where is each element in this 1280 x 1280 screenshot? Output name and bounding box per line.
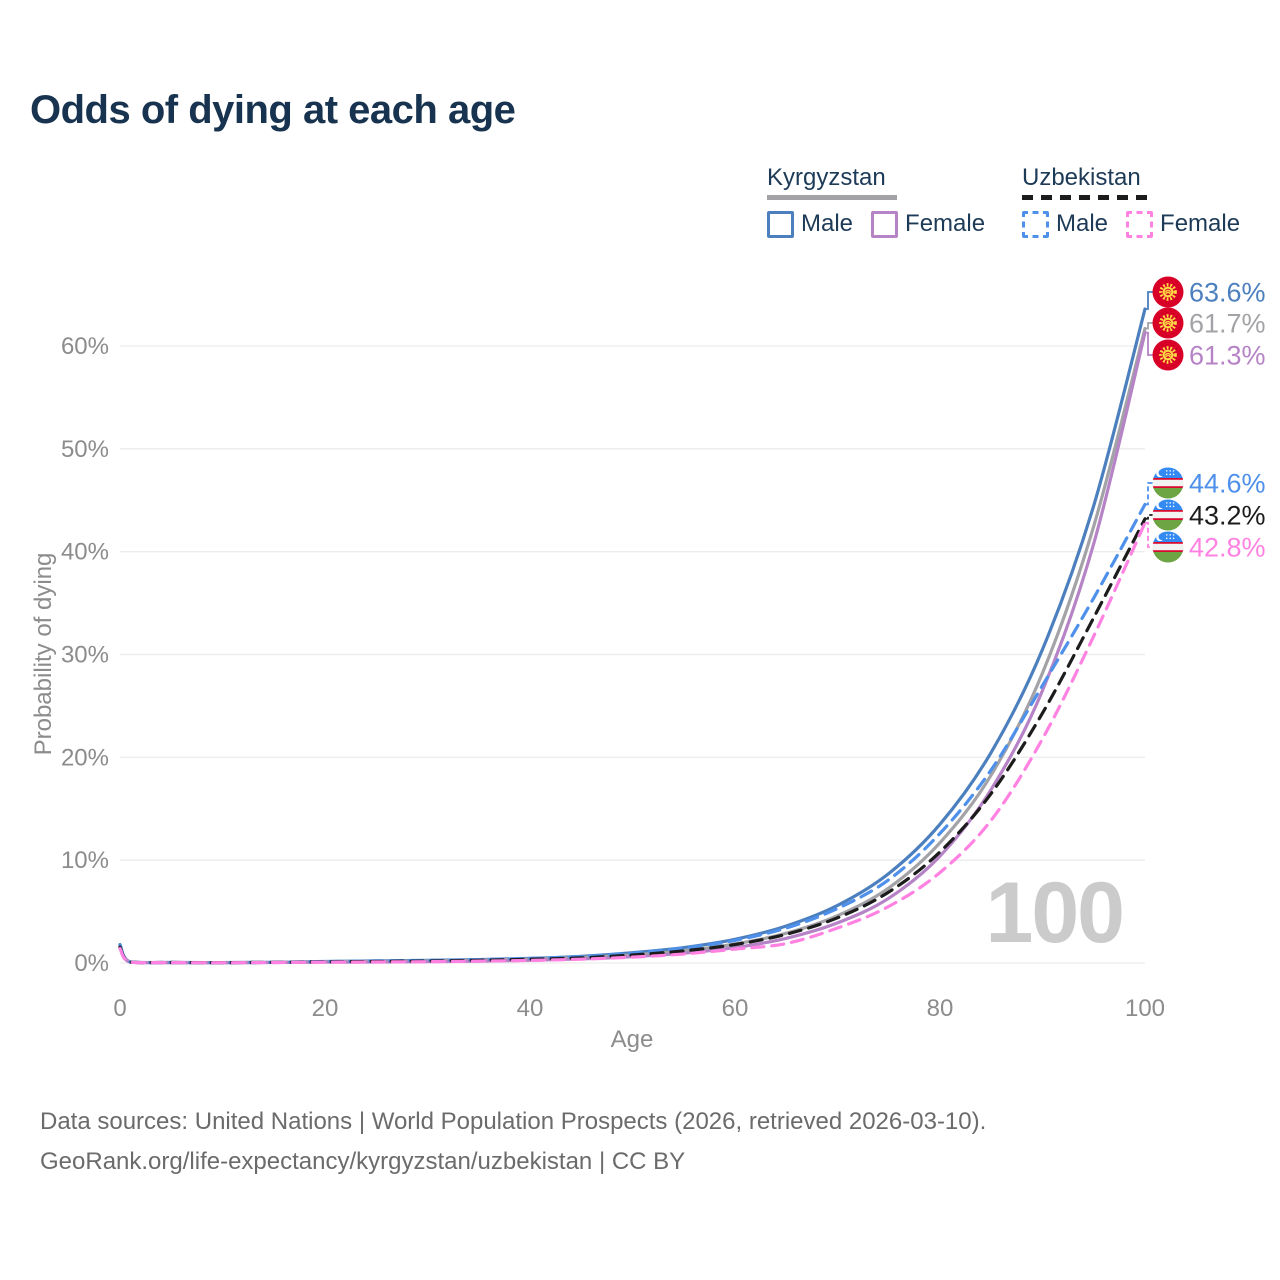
y-tick-label: 50% [61, 436, 109, 463]
uzbekistan-male-swatch-icon [1022, 210, 1049, 238]
x-tick-label: 0 [113, 995, 126, 1022]
label-connector-uzbekistan-all [1145, 514, 1153, 520]
kyrgyzstan-male-swatch-icon [767, 210, 794, 238]
end-label-kyrgyzstan-female: 61.3% [1189, 341, 1266, 371]
end-label-uzbekistan-female: 42.8% [1189, 533, 1266, 563]
x-axis-title: Age [610, 1026, 654, 1053]
label-connector-kyrgyzstan-all [1145, 322, 1153, 330]
x-tick-label: 20 [312, 995, 339, 1022]
end-label-uzbekistan-all: 43.2% [1189, 501, 1266, 531]
data-sources-text: Data sources: United Nations | World Pop… [40, 1108, 987, 1135]
y-axis-title: Probability of dying [30, 552, 57, 756]
end-label-uzbekistan-male: 44.6% [1189, 469, 1266, 499]
legend-country-kyrgyzstan: Kyrgyzstan [767, 164, 886, 191]
y-tick-label: 60% [61, 333, 109, 360]
end-label-kyrgyzstan-all: 61.7% [1189, 309, 1266, 339]
x-tick-label: 40 [517, 995, 544, 1022]
attribution-link-text[interactable]: GeoRank.org/life-expectancy/kyrgyzstan/u… [40, 1148, 686, 1175]
uzbekistan-flag-icon [1152, 499, 1184, 531]
label-connector-kyrgyzstan-female [1145, 331, 1153, 356]
uzbekistan-flag-icon [1152, 531, 1184, 563]
kyrgyzstan-flag-icon [1152, 276, 1184, 308]
legend-line-sample-uzbekistan [1022, 195, 1148, 200]
legend-label: Male [801, 210, 854, 237]
y-tick-label: 20% [61, 744, 109, 771]
legend-item-kyrgyzstan-female[interactable]: Female [871, 210, 985, 238]
kyrgyzstan-flag-icon [1152, 307, 1184, 339]
legend-label: Male [1056, 210, 1109, 237]
legend-label: Female [905, 210, 986, 237]
label-connector-uzbekistan-female [1145, 521, 1153, 548]
end-label-kyrgyzstan-male: 63.6% [1189, 278, 1266, 308]
legend-item-kyrgyzstan-male[interactable]: Male [767, 210, 853, 238]
kyrgyzstan-female-swatch-icon [871, 210, 899, 238]
legend-group-uzbekistan: Uzbekistan Male Female [1022, 164, 1258, 238]
y-tick-label: 40% [61, 539, 109, 566]
page-title: Odds of dying at each age [30, 88, 516, 132]
x-tick-label: 60 [722, 995, 749, 1022]
line-uzbekistan-female [118, 521, 1147, 965]
kyrgyzstan-flag-icon [1152, 339, 1184, 371]
legend-group-kyrgyzstan: Kyrgyzstan Male Female [767, 164, 1003, 238]
legend-label: Female [1160, 210, 1241, 237]
legend-item-uzbekistan-female[interactable]: Female [1126, 210, 1240, 238]
label-connector-uzbekistan-male [1145, 482, 1153, 506]
y-tick-label: 10% [61, 847, 109, 874]
legend-line-sample-kyrgyzstan [767, 195, 897, 200]
y-tick-label: 0% [74, 950, 109, 977]
legend-item-uzbekistan-male[interactable]: Male [1022, 210, 1108, 238]
x-tick-label: 100 [1125, 995, 1165, 1022]
legend-country-uzbekistan: Uzbekistan [1022, 164, 1141, 191]
uzbekistan-female-swatch-icon [1126, 210, 1154, 238]
label-connector-kyrgyzstan-male [1145, 291, 1153, 310]
uzbekistan-flag-icon [1152, 467, 1184, 499]
y-tick-label: 30% [61, 642, 109, 669]
age-counter-watermark: 100 [985, 865, 1126, 961]
x-tick-label: 80 [927, 995, 954, 1022]
